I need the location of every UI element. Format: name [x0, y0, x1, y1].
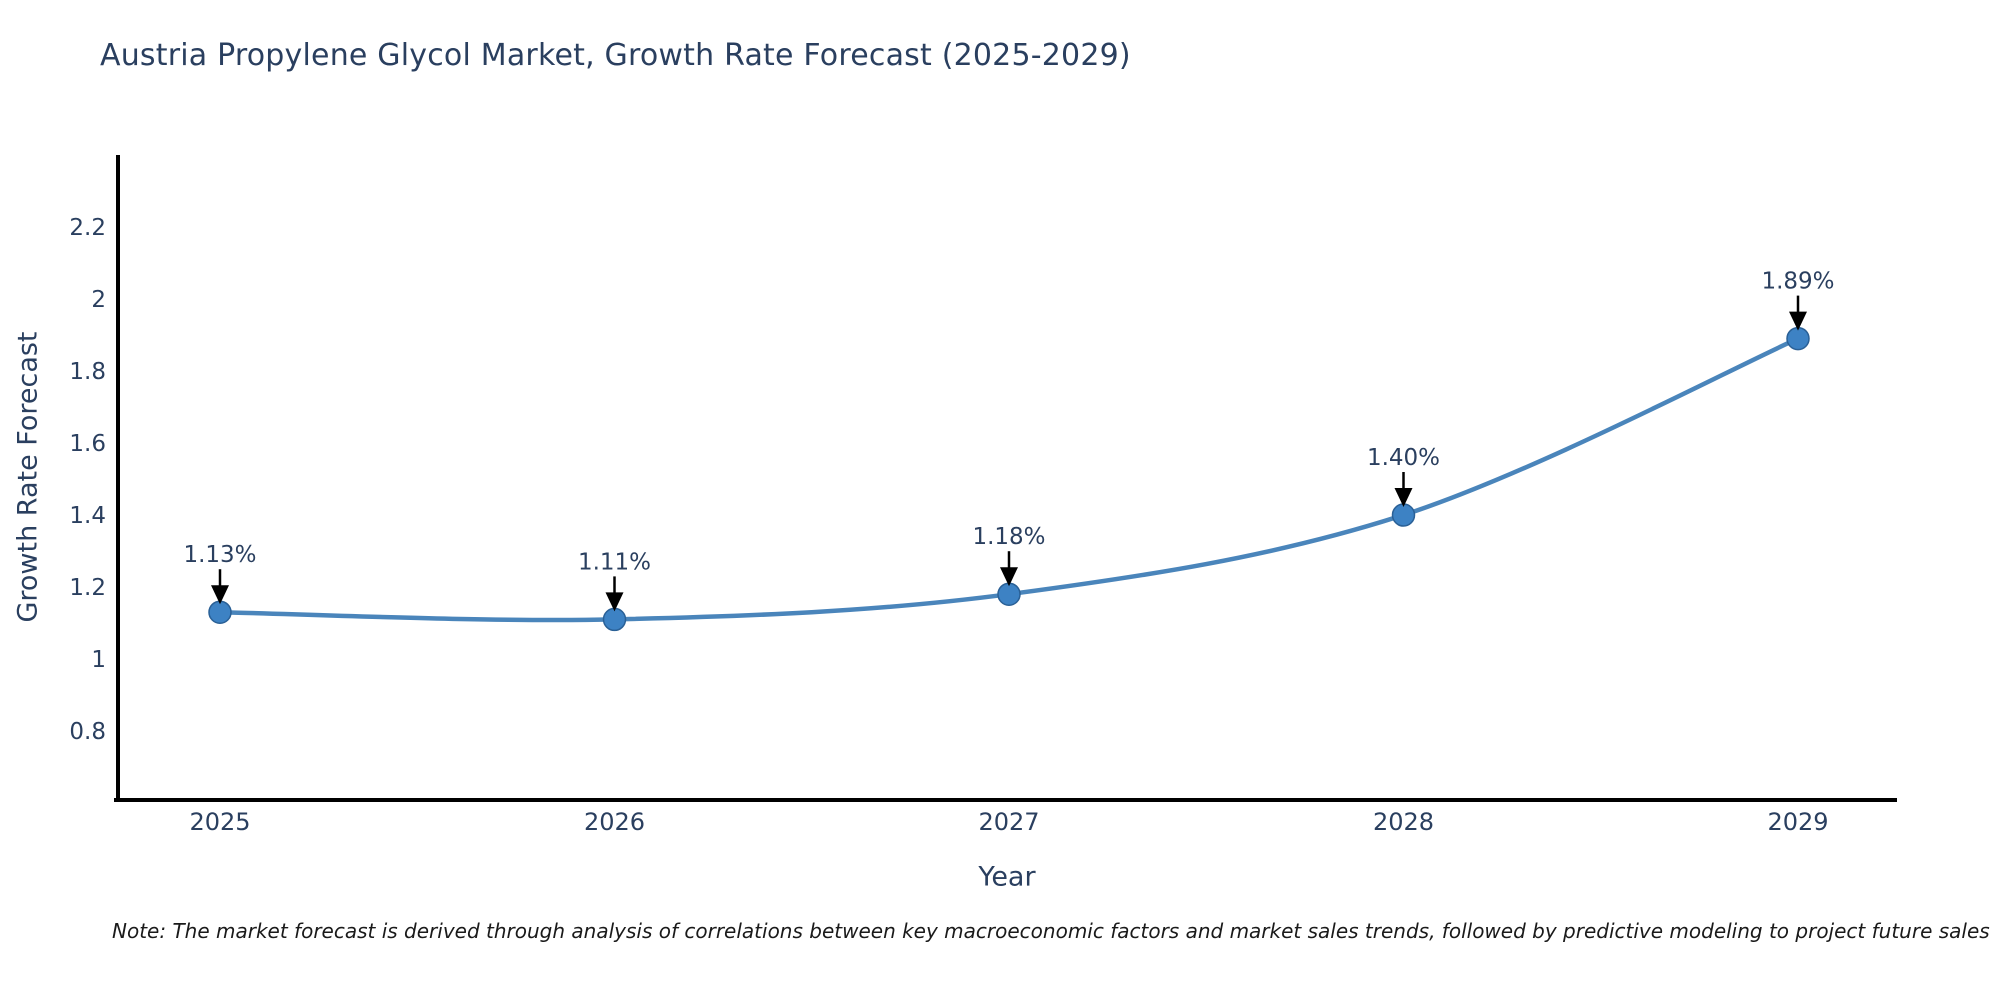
data-point — [1391, 503, 1416, 527]
annotation-arrow-head — [605, 592, 624, 612]
data-point — [1786, 326, 1810, 351]
annotation-arrow-head — [1000, 567, 1018, 587]
y-tick-label: 1 — [91, 647, 106, 673]
y-tick-label: 0.8 — [69, 719, 106, 745]
x-tick-label: 2027 — [978, 808, 1039, 836]
footnote: Note: The market forecast is derived thr… — [112, 919, 1990, 943]
y-tick-label: 2.2 — [69, 215, 106, 241]
data-point-label: 1.40% — [1367, 445, 1440, 471]
data-point-label: 1.11% — [578, 549, 651, 575]
data-point-label: 1.18% — [972, 524, 1045, 550]
data-point — [208, 600, 232, 624]
y-tick-label: 1.4 — [69, 503, 106, 529]
chart-title: Austria Propylene Glycol Market, Growth … — [100, 38, 1131, 73]
x-tick-label: 2025 — [189, 808, 250, 836]
y-tick-label: 1.2 — [69, 575, 106, 601]
x-axis-title: Year — [978, 861, 1036, 893]
annotation-arrow-head — [1394, 488, 1413, 507]
data-point-label: 1.89% — [1761, 269, 1834, 295]
y-tick-label: 1.8 — [69, 359, 106, 385]
x-tick-label: 2029 — [1767, 808, 1828, 836]
x-tick-label: 2026 — [584, 808, 645, 836]
y-tick-label: 2 — [91, 287, 106, 313]
y-tick-label: 1.6 — [69, 431, 106, 457]
x-tick-label: 2028 — [1373, 808, 1434, 836]
data-point — [602, 607, 627, 632]
annotation-arrow-head — [1789, 311, 1807, 331]
annotation-arrow-head — [211, 585, 229, 605]
data-point-label: 1.13% — [183, 542, 256, 568]
data-point — [997, 582, 1021, 606]
